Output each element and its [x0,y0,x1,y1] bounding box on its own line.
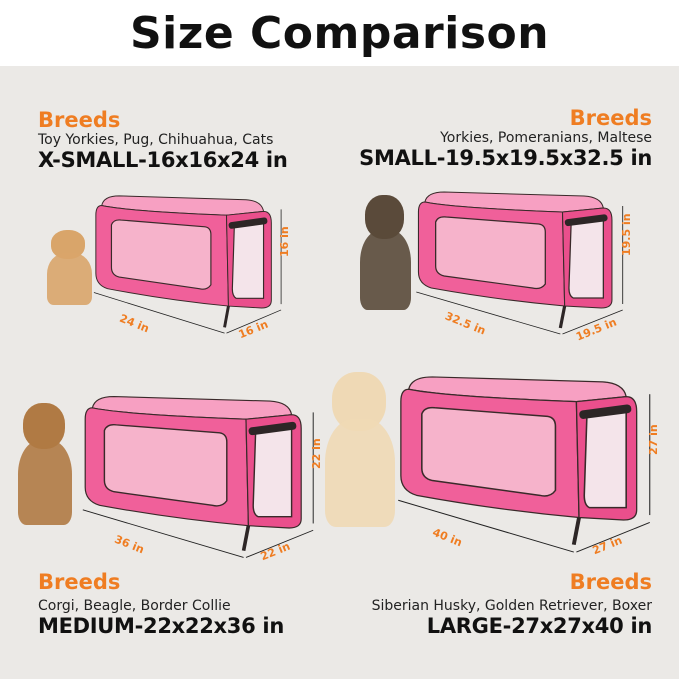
crate-side-window [421,406,557,497]
large-info: Breeds Siberian Husky, Golden Retriever,… [371,570,653,638]
kitten-image [42,230,100,305]
crate-door-roll [248,421,297,436]
golden-retriever-image [318,372,408,527]
size-label: X-SMALL-16x16x24 in [38,148,288,172]
dimension-arrow-length [93,292,225,334]
crate-door-roll [579,404,632,419]
crate-zipper-tab [241,525,251,551]
crate-side-window [435,216,546,290]
dimension-arrow-length [398,499,574,553]
height-dimension-label: 19.5 in [619,212,633,256]
crate-zipper-tab [558,305,567,329]
size-label: MEDIUM-22x22x36 in [38,614,284,638]
dimension-arrow-width [245,529,314,558]
crate-front-window [231,222,265,299]
crate-side-window [103,424,228,507]
xsmall-info: Breeds Toy Yorkies, Pug, Chihuahua, Cats… [38,108,288,172]
medium-info: Breeds Corgi, Beagle, Border Collie MEDI… [38,570,284,638]
header: Size Comparison [0,0,679,66]
small-info: Breeds Yorkies, Pomeranians, Maltese SMA… [359,106,652,170]
breeds-list: Corgi, Beagle, Border Collie [38,598,231,614]
crate-door-roll [228,217,268,229]
dimension-arrow-width [226,309,282,334]
crate-front-window [568,219,604,299]
breeds-list: Yorkies, Pomeranians, Maltese [440,130,652,146]
pet-crate [416,191,624,335]
dimension-arrow-length [82,509,244,558]
size-label: LARGE-27x27x40 in [426,614,653,638]
crate-door-roll [564,214,608,227]
breeds-heading: Breeds [38,108,121,132]
height-dimension-label: 16 in [278,226,292,258]
dimension-arrow-length [416,291,561,335]
yorkshire-terrier-image [355,195,420,310]
crate-side-window [110,219,212,290]
pet-crate [82,395,314,558]
page-title: Size Comparison [129,7,550,59]
pet-crate [93,195,282,334]
breeds-list: Toy Yorkies, Pug, Chihuahua, Cats [38,132,274,148]
crate-front-window [583,410,627,509]
breeds-heading: Breeds [38,570,121,594]
dimension-arrow-width [562,309,623,335]
crate-zipper-tab [223,305,230,328]
beagle-image [12,403,82,525]
pet-crate [398,376,651,553]
breeds-list: Siberian Husky, Golden Retriever, Boxer [371,598,652,614]
height-dimension-label: 27 in [647,424,661,456]
breeds-heading: Breeds [569,106,652,130]
crate-zipper-tab [571,517,581,545]
dimension-arrow-width [576,522,650,553]
crate-front-window [252,427,293,518]
breeds-heading: Breeds [569,570,652,594]
size-label: SMALL-19.5x19.5x32.5 in [359,146,652,170]
